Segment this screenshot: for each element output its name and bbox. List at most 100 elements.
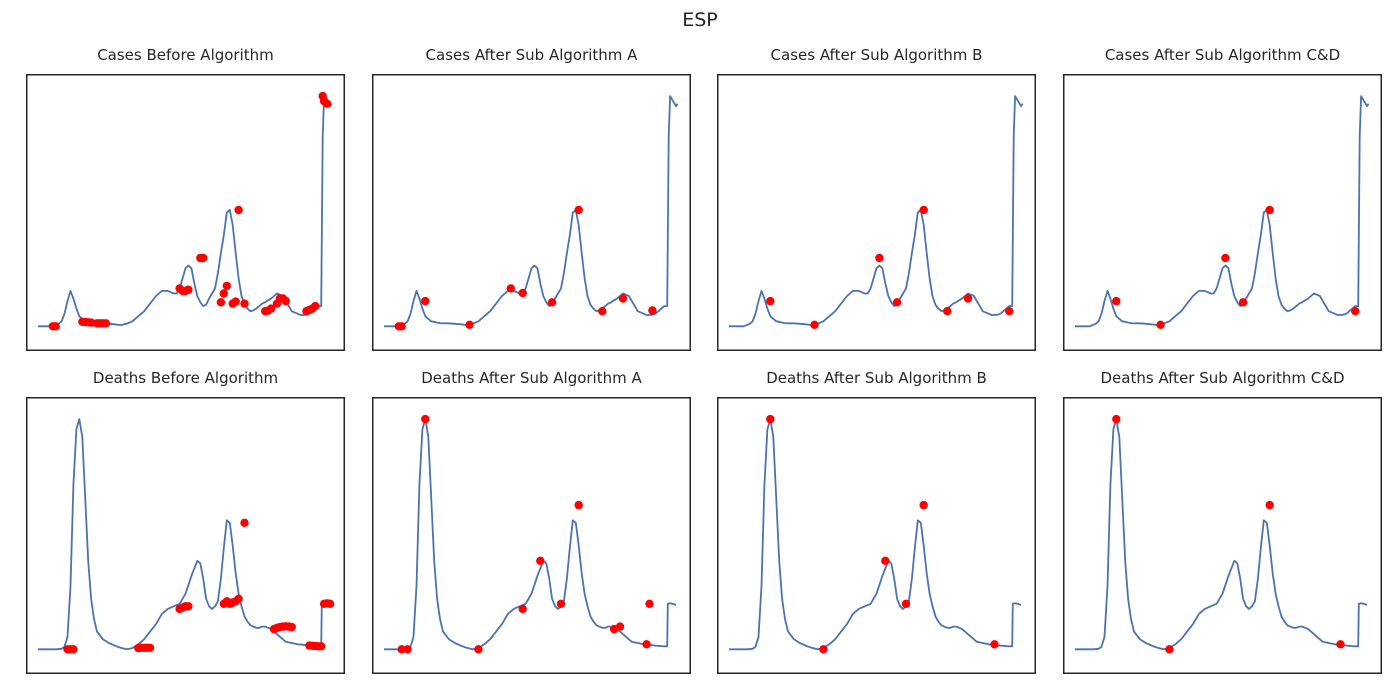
peak-marker <box>1112 414 1121 424</box>
peak-marker <box>518 288 527 298</box>
subplot-cases-after-a: Cases After Sub Algorithm A <box>372 46 691 351</box>
plot-area <box>372 74 691 351</box>
peak-marker <box>216 298 226 307</box>
peak-marker <box>618 294 628 303</box>
subplot-deaths-after-b: Deaths After Sub Algorithm B <box>717 369 1036 674</box>
peak-marker <box>881 556 890 565</box>
peak-marker <box>397 322 406 331</box>
peak-marker <box>234 205 243 215</box>
peak-marker <box>1265 500 1274 510</box>
peak-marker <box>1112 296 1121 306</box>
peak-marker <box>1221 253 1230 263</box>
peak-marker <box>642 640 651 649</box>
plot-frame <box>26 74 345 351</box>
subplot-title: Deaths After Sub Algorithm B <box>766 369 987 387</box>
peak-marker <box>943 307 952 316</box>
peak-marker <box>810 320 819 329</box>
subplot-title: Cases After Sub Algorithm A <box>425 46 638 64</box>
peak-marker <box>506 284 515 293</box>
peak-marker <box>648 306 657 315</box>
plot-frame <box>372 397 691 674</box>
series-line <box>384 95 679 328</box>
plot-frame <box>717 397 1036 674</box>
subplot-cases-before: Cases Before Algorithm <box>26 46 345 351</box>
series-line <box>729 95 1024 328</box>
peak-marker <box>311 301 320 311</box>
peak-marker <box>919 500 928 510</box>
peak-marker <box>145 643 155 652</box>
peak-marker <box>266 304 276 313</box>
peak-marker <box>819 645 828 654</box>
subplot-title: Deaths Before Algorithm <box>92 369 279 387</box>
peak-marker <box>963 294 973 303</box>
peak-marker <box>322 99 332 108</box>
plot-area <box>1063 74 1382 351</box>
peak-marker <box>645 599 654 608</box>
peak-marker <box>518 604 527 614</box>
figure-suptitle: ESP <box>682 9 718 31</box>
peak-marker <box>219 289 228 298</box>
peak-marker <box>199 253 208 263</box>
peak-marker <box>281 296 290 306</box>
peak-marker <box>919 205 928 215</box>
peak-marker <box>317 642 326 651</box>
peak-marker <box>1265 205 1274 215</box>
peak-marker <box>421 296 430 306</box>
subplot-title: Deaths After Sub Algorithm A <box>421 369 642 387</box>
plot-area <box>26 397 345 674</box>
peak-marker <box>1005 307 1014 316</box>
peak-marker <box>574 500 583 510</box>
peak-marker <box>892 298 902 307</box>
subplot-deaths-before: Deaths Before Algorithm <box>26 369 345 674</box>
peak-marker <box>421 414 430 424</box>
plot-frame <box>1063 74 1382 351</box>
subplot-title: Cases After Sub Algorithm C&D <box>1104 46 1341 64</box>
peak-marker <box>240 518 249 527</box>
subplot-title: Deaths After Sub Algorithm C&D <box>1100 369 1345 387</box>
plot-area <box>717 74 1036 351</box>
plot-frame <box>372 74 691 351</box>
plot-area <box>372 397 691 674</box>
peak-marker <box>598 307 607 316</box>
plot-area <box>1063 397 1382 674</box>
peak-marker <box>1238 298 1248 307</box>
subplot-title: Cases Before Algorithm <box>97 46 274 64</box>
series-line <box>729 418 1022 651</box>
peak-marker <box>465 320 474 329</box>
subplot-title: Cases After Sub Algorithm B <box>770 46 983 64</box>
series-line <box>384 418 677 651</box>
subplot-cases-after-cd: Cases After Sub Algorithm C&D <box>1063 46 1382 351</box>
peak-marker <box>101 319 111 328</box>
peak-marker <box>69 645 78 654</box>
series-line <box>1075 95 1370 328</box>
peak-marker <box>547 298 557 307</box>
plot-area <box>717 397 1036 674</box>
peak-marker <box>766 296 775 306</box>
plot-frame <box>1063 397 1382 674</box>
peak-marker <box>240 299 249 308</box>
peak-marker <box>222 281 231 291</box>
peak-marker <box>1156 320 1165 329</box>
peak-marker <box>287 622 296 632</box>
peak-marker <box>184 285 193 294</box>
peak-marker <box>1351 307 1360 316</box>
subplot-cases-after-b: Cases After Sub Algorithm B <box>717 46 1036 351</box>
peak-marker <box>615 622 625 631</box>
peak-marker <box>234 594 243 603</box>
peak-marker <box>556 599 566 608</box>
series-line <box>1075 418 1368 651</box>
peak-marker <box>990 640 999 649</box>
peak-marker <box>474 645 483 654</box>
peak-marker <box>1336 640 1345 649</box>
series-line <box>38 418 331 651</box>
peak-marker <box>184 602 193 611</box>
peak-marker <box>574 205 583 215</box>
peak-marker <box>231 297 240 306</box>
subplot-deaths-after-cd: Deaths After Sub Algorithm C&D <box>1063 369 1382 674</box>
peak-marker <box>51 322 60 331</box>
plot-frame <box>26 397 345 674</box>
peak-marker <box>1165 645 1174 654</box>
plot-area <box>26 74 345 351</box>
peak-marker <box>536 556 545 565</box>
peak-marker <box>325 599 335 608</box>
